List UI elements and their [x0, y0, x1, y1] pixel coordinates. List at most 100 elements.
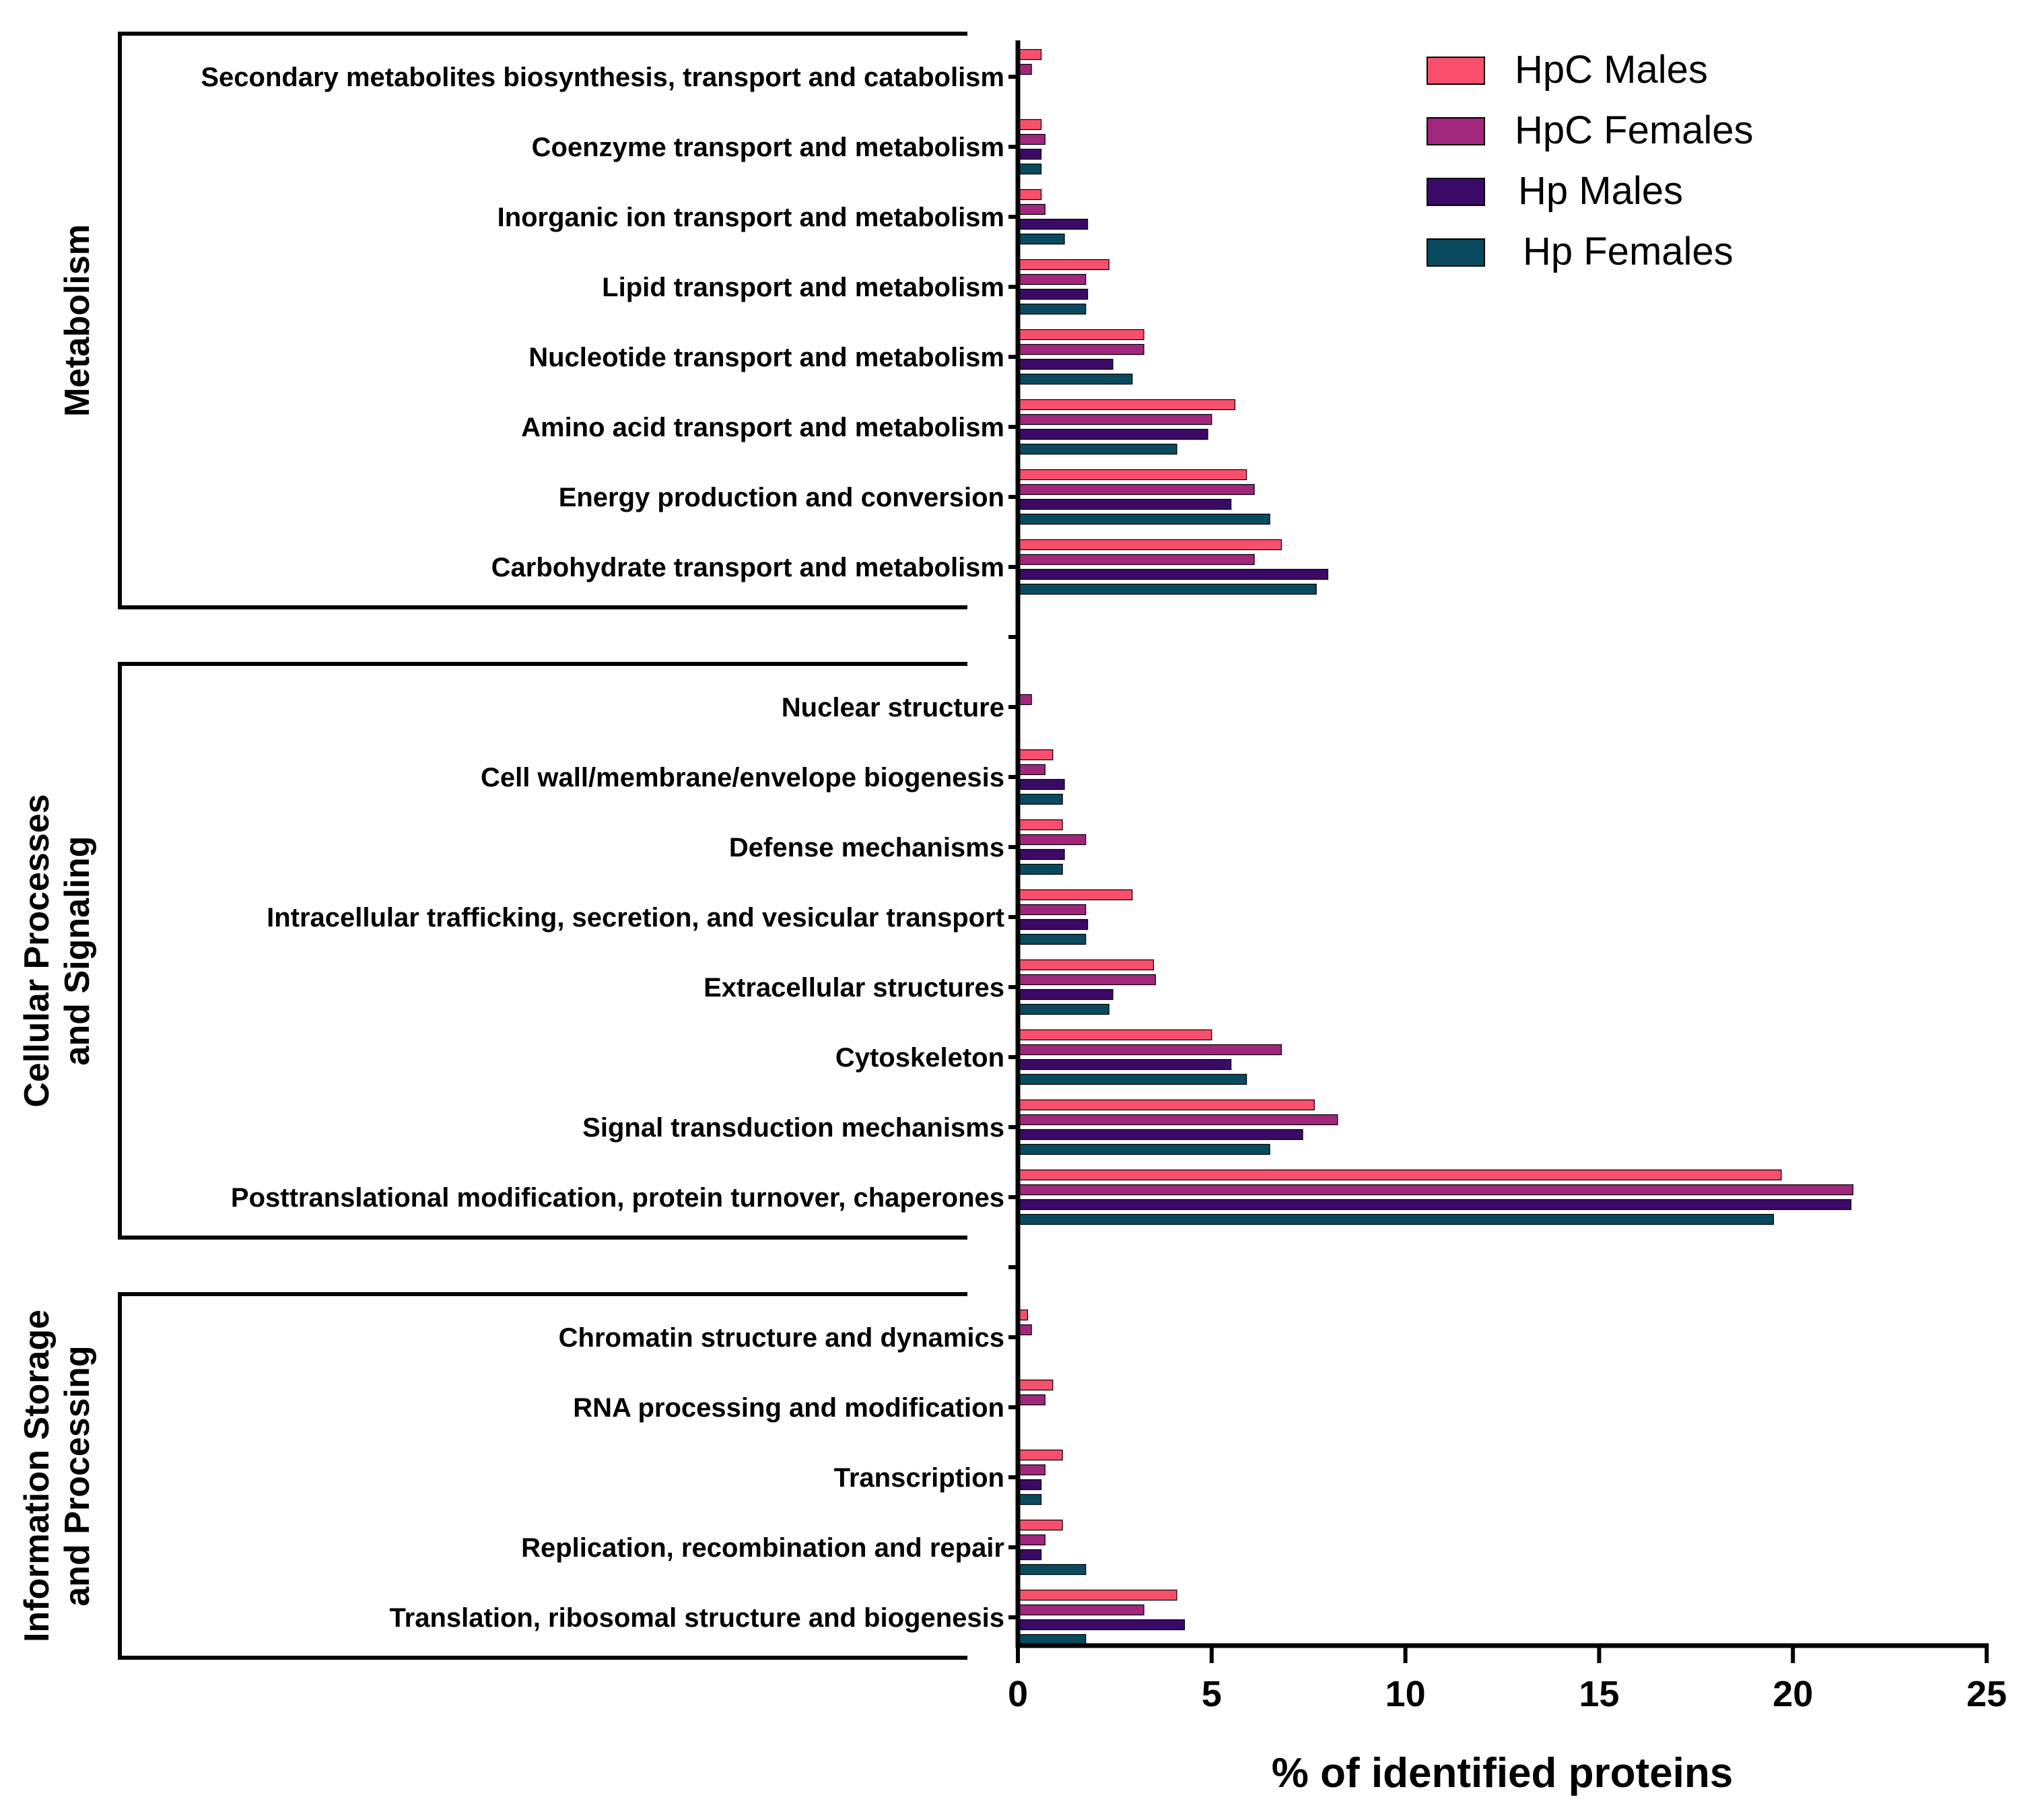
bar-cell-wall-membrane-envelope-biogenesis-hp-males: [1017, 778, 1065, 790]
bar-intracellular-trafficking-secretion-and-vesicular-transport-hp-females: [1017, 933, 1087, 945]
category-labels: Secondary metabolites biosynthesis, tran…: [201, 63, 1004, 1633]
bar-transcription-hp-males: [1017, 1479, 1042, 1491]
group-bracket-information-storage-and-processing: [118, 1292, 967, 1660]
bar-inorganic-ion-transport-and-metabolism-hp-males: [1017, 218, 1089, 230]
bar-posttranslational-modification-protein-turnover-chaperones-hpc-males: [1017, 1169, 1782, 1181]
bar-nucleotide-transport-and-metabolism-hp-females: [1017, 373, 1133, 385]
bars: [1017, 48, 1854, 1646]
bar-carbohydrate-transport-and-metabolism-hp-males: [1017, 568, 1329, 580]
group-label-cellular-processes-and-signaling: Cellular Processesand Signaling: [18, 794, 97, 1107]
bar-cytoskeleton-hp-females: [1017, 1073, 1247, 1085]
bar-amino-acid-transport-and-metabolism-hp-males: [1017, 428, 1208, 440]
category-label-signal-transduction-mechanisms: Signal transduction mechanisms: [582, 1113, 1004, 1143]
category-label-carbohydrate-transport-and-metabolism: Carbohydrate transport and metabolism: [491, 553, 1004, 582]
bar-translation-ribosomal-structure-and-biogenesis-hp-females: [1017, 1633, 1087, 1646]
bar-defense-mechanisms-hpc-females: [1017, 834, 1087, 846]
group-label-line: Cellular Processes: [18, 794, 57, 1107]
bar-amino-acid-transport-and-metabolism-hpc-females: [1017, 413, 1212, 426]
x-tick-label-25: 25: [1966, 1674, 2007, 1714]
group-label-line: Metabolism: [58, 224, 97, 417]
bar-defense-mechanisms-hpc-males: [1017, 819, 1063, 831]
bar-coenzyme-transport-and-metabolism-hpc-females: [1017, 133, 1045, 145]
bar-nucleotide-transport-and-metabolism-hpc-females: [1017, 343, 1144, 356]
bar-replication-recombination-and-repair-hp-females: [1017, 1563, 1087, 1576]
category-label-coenzyme-transport-and-metabolism: Coenzyme transport and metabolism: [532, 133, 1004, 162]
category-label-lipid-transport-and-metabolism: Lipid transport and metabolism: [602, 273, 1004, 302]
bar-extracellular-structures-hpc-males: [1017, 959, 1155, 971]
x-axis-title: % of identified proteins: [1272, 1750, 1733, 1796]
x-tick-label-15: 15: [1579, 1674, 1619, 1714]
bar-rna-processing-and-modification-hpc-females: [1017, 1394, 1045, 1406]
bar-cell-wall-membrane-envelope-biogenesis-hp-females: [1017, 793, 1063, 805]
bar-cytoskeleton-hpc-females: [1017, 1044, 1282, 1056]
bar-carbohydrate-transport-and-metabolism-hp-females: [1017, 583, 1317, 595]
bar-extracellular-structures-hp-males: [1017, 988, 1113, 1001]
category-label-energy-production-and-conversion: Energy production and conversion: [559, 483, 1004, 512]
category-label-extracellular-structures: Extracellular structures: [704, 973, 1004, 1003]
category-label-rna-processing-and-modification: RNA processing and modification: [573, 1393, 1004, 1423]
bar-translation-ribosomal-structure-and-biogenesis-hp-males: [1017, 1619, 1186, 1631]
category-label-intracellular-trafficking-secretion-and-vesicular-transport: Intracellular trafficking, secretion, an…: [267, 903, 1004, 933]
bar-nucleotide-transport-and-metabolism-hpc-males: [1017, 329, 1144, 341]
bar-nucleotide-transport-and-metabolism-hp-males: [1017, 358, 1113, 370]
bar-cell-wall-membrane-envelope-biogenesis-hpc-females: [1017, 764, 1045, 776]
category-label-translation-ribosomal-structure-and-biogenesis: Translation, ribosomal structure and bio…: [389, 1603, 1004, 1633]
category-label-nucleotide-transport-and-metabolism: Nucleotide transport and metabolism: [528, 343, 1004, 372]
bar-signal-transduction-mechanisms-hpc-females: [1017, 1114, 1338, 1126]
bar-signal-transduction-mechanisms-hpc-males: [1017, 1099, 1315, 1111]
bar-cytoskeleton-hpc-males: [1017, 1029, 1212, 1041]
bar-cytoskeleton-hp-males: [1017, 1058, 1232, 1071]
bar-lipid-transport-and-metabolism-hpc-males: [1017, 259, 1109, 271]
bar-defense-mechanisms-hp-males: [1017, 848, 1065, 861]
bar-lipid-transport-and-metabolism-hpc-females: [1017, 273, 1087, 285]
category-label-posttranslational-modification-protein-turnover-chaperones: Posttranslational modification, protein …: [231, 1183, 1004, 1213]
legend-swatch-hpc-males: [1427, 57, 1485, 85]
category-label-transcription: Transcription: [834, 1463, 1004, 1493]
bar-energy-production-and-conversion-hp-females: [1017, 513, 1270, 525]
bar-posttranslational-modification-protein-turnover-chaperones-hpc-females: [1017, 1184, 1854, 1196]
category-label-cytoskeleton: Cytoskeleton: [835, 1043, 1004, 1073]
legend-label-hp-females: Hp Females: [1523, 230, 1734, 273]
bar-inorganic-ion-transport-and-metabolism-hp-females: [1017, 233, 1065, 245]
bar-posttranslational-modification-protein-turnover-chaperones-hp-males: [1017, 1199, 1852, 1211]
legend-swatch-hpc-females: [1427, 117, 1485, 145]
x-tick-label-0: 0: [1008, 1674, 1028, 1714]
x-tick-label-10: 10: [1385, 1674, 1426, 1714]
bar-signal-transduction-mechanisms-hp-females: [1017, 1143, 1270, 1155]
x-tick-label-5: 5: [1202, 1674, 1222, 1714]
legend-swatch-hp-females: [1427, 238, 1485, 267]
bar-signal-transduction-mechanisms-hp-males: [1017, 1128, 1303, 1141]
bar-inorganic-ion-transport-and-metabolism-hpc-females: [1017, 203, 1045, 215]
group-label-line: and Processing: [58, 1345, 97, 1606]
x-tick-label-20: 20: [1773, 1674, 1813, 1714]
bar-translation-ribosomal-structure-and-biogenesis-hpc-males: [1017, 1589, 1177, 1601]
category-label-replication-recombination-and-repair: Replication, recombination and repair: [521, 1533, 1004, 1563]
bar-intracellular-trafficking-secretion-and-vesicular-transport-hpc-males: [1017, 889, 1133, 901]
bar-energy-production-and-conversion-hpc-females: [1017, 483, 1255, 496]
group-bracket-cellular-processes-and-signaling: [118, 662, 967, 1240]
axes: 0 5 10 15 20 25 % of identified proteins: [1008, 40, 2007, 1796]
category-label-nuclear-structure: Nuclear structure: [782, 693, 1004, 722]
bar-lipid-transport-and-metabolism-hp-males: [1017, 288, 1089, 300]
bar-intracellular-trafficking-secretion-and-vesicular-transport-hpc-females: [1017, 904, 1087, 916]
legend-label-hpc-males: HpC Males: [1515, 48, 1708, 92]
bar-coenzyme-transport-and-metabolism-hp-females: [1017, 163, 1042, 175]
bar-energy-production-and-conversion-hp-males: [1017, 498, 1232, 510]
group-label-metabolism: Metabolism: [58, 224, 97, 417]
bar-energy-production-and-conversion-hpc-males: [1017, 469, 1247, 481]
legend-label-hp-males: Hp Males: [1518, 169, 1683, 213]
bar-rna-processing-and-modification-hpc-males: [1017, 1379, 1054, 1391]
bar-defense-mechanisms-hp-females: [1017, 863, 1063, 875]
legend: HpC Males HpC Females Hp Males Hp Females: [1427, 48, 1754, 273]
bar-replication-recombination-and-repair-hp-males: [1017, 1549, 1042, 1561]
legend-swatch-hp-males: [1427, 178, 1485, 206]
bar-inorganic-ion-transport-and-metabolism-hpc-males: [1017, 189, 1042, 201]
bar-replication-recombination-and-repair-hpc-males: [1017, 1519, 1063, 1531]
bar-amino-acid-transport-and-metabolism-hpc-males: [1017, 399, 1235, 411]
bar-secondary-metabolites-biosynthesis-transport-and-catabolism-hpc-males: [1017, 48, 1042, 61]
group-brackets: [118, 32, 967, 1660]
bar-lipid-transport-and-metabolism-hp-females: [1017, 303, 1087, 315]
bar-posttranslational-modification-protein-turnover-chaperones-hp-females: [1017, 1213, 1775, 1225]
bar-extracellular-structures-hpc-females: [1017, 974, 1156, 986]
